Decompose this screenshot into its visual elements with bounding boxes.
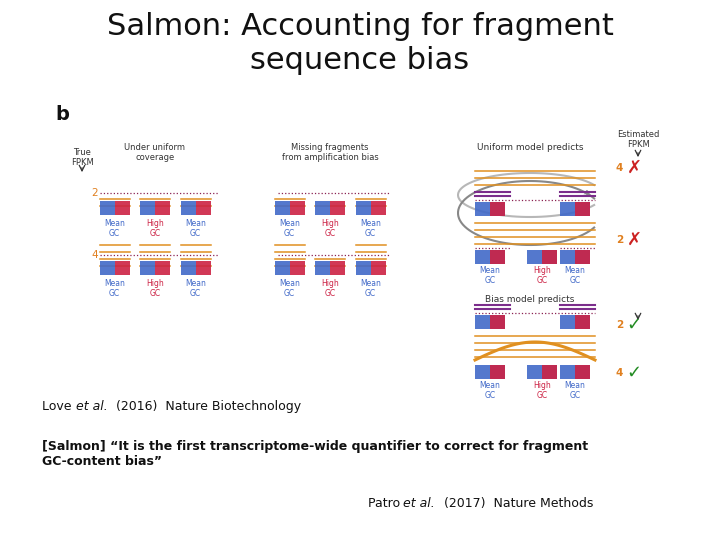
Bar: [289, 201, 305, 215]
Text: [Salmon] “It is the first transcriptome-wide quantifier to correct for fragment
: [Salmon] “It is the first transcriptome-…: [42, 440, 588, 468]
Bar: [371, 201, 385, 215]
Text: Mean
GC: Mean GC: [279, 219, 300, 238]
Text: 4: 4: [616, 163, 624, 173]
Bar: [181, 201, 196, 215]
Text: High
GC: High GC: [321, 279, 339, 299]
Bar: [475, 365, 505, 379]
Text: Under uniform
coverage: Under uniform coverage: [125, 143, 186, 163]
Bar: [274, 261, 289, 275]
Bar: [99, 201, 114, 215]
Bar: [475, 250, 505, 264]
Text: (2017)  Nature Methods: (2017) Nature Methods: [440, 497, 593, 510]
Bar: [542, 250, 557, 264]
Bar: [315, 201, 330, 215]
Bar: [527, 365, 557, 379]
Text: High
GC: High GC: [146, 279, 164, 299]
Text: Missing fragments
from amplification bias: Missing fragments from amplification bia…: [282, 143, 379, 163]
Text: Mean
GC: Mean GC: [360, 219, 381, 238]
Bar: [274, 201, 289, 215]
Text: Mean
GC: Mean GC: [104, 279, 125, 299]
Text: Mean
GC: Mean GC: [185, 219, 206, 238]
Bar: [140, 261, 155, 275]
Text: ✗: ✗: [626, 231, 642, 249]
Bar: [490, 250, 505, 264]
Text: b: b: [55, 105, 69, 124]
Bar: [542, 365, 557, 379]
Bar: [114, 201, 130, 215]
Bar: [155, 261, 170, 275]
Text: High
GC: High GC: [533, 381, 551, 400]
Bar: [181, 261, 196, 275]
Text: Mean
GC: Mean GC: [360, 279, 381, 299]
Bar: [475, 315, 505, 329]
Bar: [560, 365, 590, 379]
Text: Mean
GC: Mean GC: [480, 266, 500, 286]
Bar: [330, 261, 345, 275]
Text: ✓: ✓: [626, 316, 642, 334]
Text: 4: 4: [616, 368, 624, 378]
Text: High
GC: High GC: [533, 266, 551, 286]
Bar: [114, 261, 130, 275]
Bar: [527, 250, 557, 264]
Bar: [356, 261, 371, 275]
Text: High
GC: High GC: [321, 219, 339, 238]
Text: Patro: Patro: [368, 497, 404, 510]
Bar: [196, 261, 210, 275]
Bar: [560, 250, 590, 264]
Text: True
FPKM: True FPKM: [71, 148, 94, 167]
Text: Salmon: Accounting for fragment: Salmon: Accounting for fragment: [107, 12, 613, 41]
Text: Mean
GC: Mean GC: [279, 279, 300, 299]
Bar: [575, 250, 590, 264]
Bar: [155, 201, 170, 215]
Text: Mean
GC: Mean GC: [564, 266, 585, 286]
Text: et al.: et al.: [76, 400, 108, 413]
Bar: [490, 202, 505, 216]
Text: Mean
GC: Mean GC: [480, 381, 500, 400]
Text: Love: Love: [42, 400, 76, 413]
Text: (2016)  Nature Biotechnology: (2016) Nature Biotechnology: [112, 400, 301, 413]
Text: Mean
GC: Mean GC: [564, 381, 585, 400]
Text: ✗: ✗: [626, 159, 642, 177]
Bar: [140, 201, 155, 215]
Bar: [490, 315, 505, 329]
Text: Uniform model predicts: Uniform model predicts: [477, 143, 583, 152]
Bar: [371, 261, 385, 275]
Bar: [560, 202, 590, 216]
Text: Mean
GC: Mean GC: [104, 219, 125, 238]
Bar: [99, 261, 114, 275]
Bar: [330, 201, 345, 215]
Bar: [196, 201, 210, 215]
Bar: [560, 315, 590, 329]
Bar: [289, 261, 305, 275]
Bar: [315, 261, 330, 275]
Text: High
GC: High GC: [146, 219, 164, 238]
Text: ✓: ✓: [626, 364, 642, 382]
Text: Mean
GC: Mean GC: [185, 279, 206, 299]
Text: Bias model predicts: Bias model predicts: [485, 295, 575, 304]
Bar: [490, 365, 505, 379]
Bar: [575, 202, 590, 216]
Bar: [575, 315, 590, 329]
Text: sequence bias: sequence bias: [251, 46, 469, 75]
Text: et al.: et al.: [403, 497, 435, 510]
Bar: [575, 365, 590, 379]
Bar: [356, 201, 371, 215]
Text: 4: 4: [91, 250, 98, 260]
Text: 2: 2: [616, 320, 624, 330]
Bar: [475, 202, 505, 216]
Text: 2: 2: [616, 235, 624, 245]
Text: Estimated
FPKM: Estimated FPKM: [617, 130, 660, 150]
Text: 2: 2: [91, 188, 98, 198]
